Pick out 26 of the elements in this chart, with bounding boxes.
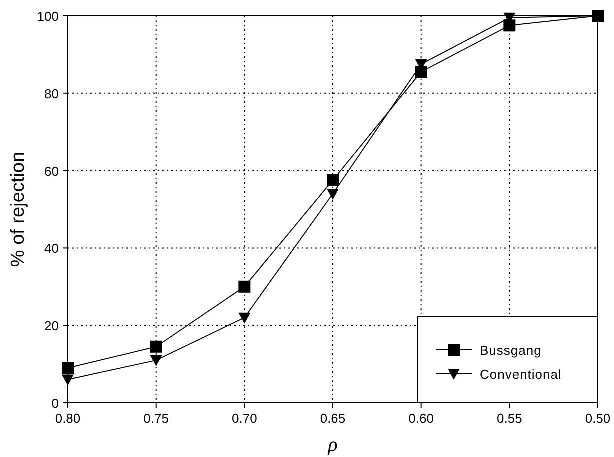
point [238,280,251,293]
x-tick-label: 0.75 [144,411,169,426]
x-tick-label: 0.55 [497,411,522,426]
x-tick-label: 0.70 [232,411,258,426]
point [504,20,516,32]
y-tick-label: 0 [52,396,59,411]
y-tick-label: 80 [44,86,59,102]
point [62,374,74,386]
x-tick-label: 0.60 [408,411,434,426]
y-tick-label: 60 [44,164,59,179]
point [238,312,251,324]
y-tick-label: 20 [44,318,59,334]
x-tick-label: 0.80 [55,411,81,426]
y-axis-title: % of rejection [8,152,29,268]
x-tick-label: 0.50 [585,411,611,426]
x-axis-title: ρ [327,434,338,456]
x-tick-label: 0.65 [320,411,346,426]
point [150,355,162,366]
point [62,362,74,374]
point [150,340,162,353]
legend-label: Conventional [480,367,562,382]
y-tick-label: 100 [37,9,59,24]
legend-label: Bussgang [480,343,542,358]
y-tick-label: 40 [44,241,59,256]
point [327,174,339,186]
point [327,189,339,200]
